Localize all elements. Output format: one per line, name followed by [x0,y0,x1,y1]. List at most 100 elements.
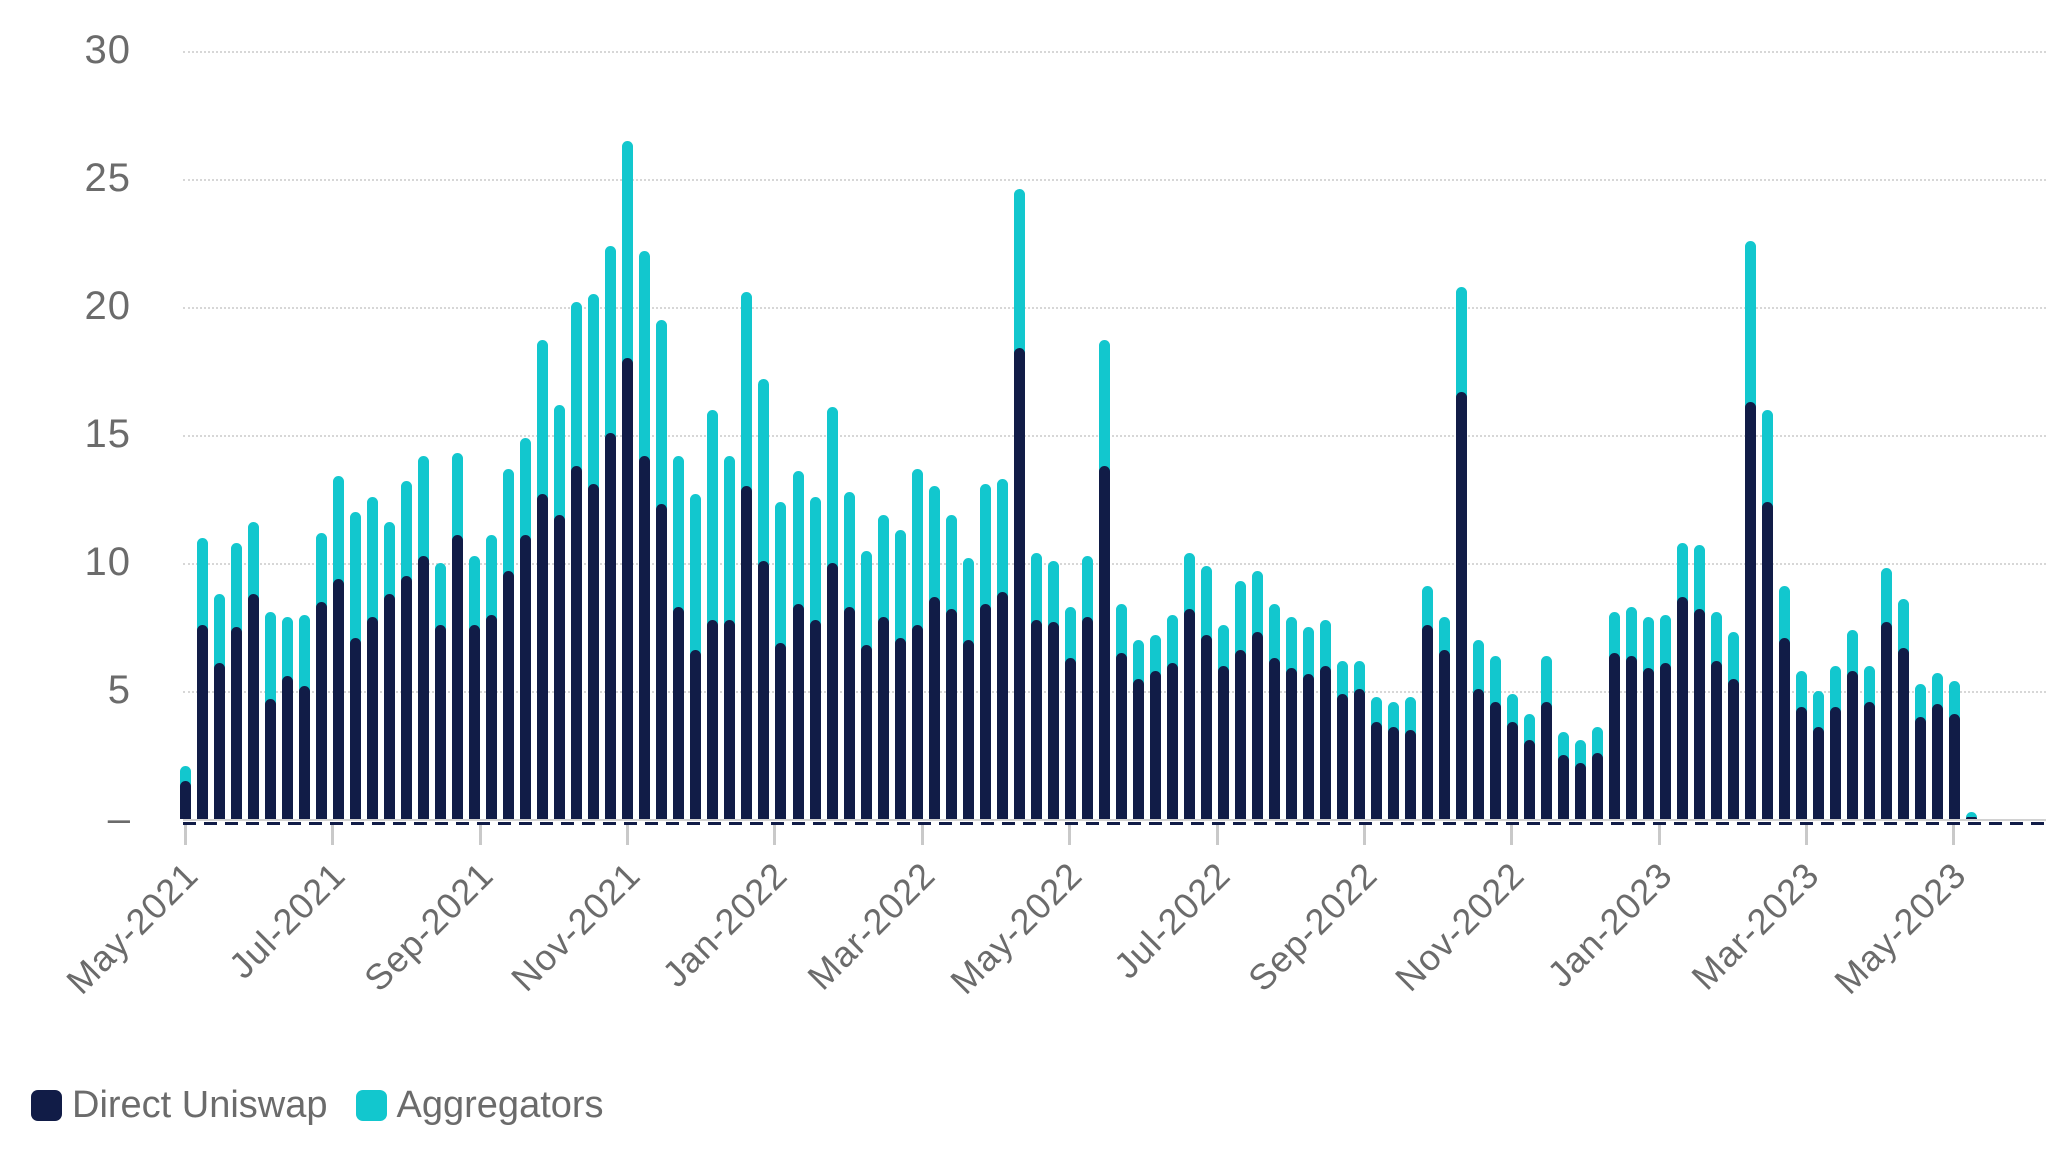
bar [197,537,208,820]
bar-direct-uniswap-segment [1660,663,1672,820]
x-tick [626,824,630,845]
bar [1081,555,1093,820]
bar-direct-uniswap-segment [1966,816,1978,820]
bar [1541,655,1553,820]
bar-direct-uniswap-segment [979,604,991,820]
x-tick [1510,824,1514,845]
legend-item-direct-uniswap: Direct Uniswap [31,1086,328,1124]
bar-direct-uniswap-segment [1643,668,1655,820]
legend: Direct Uniswap Aggregators [31,1086,604,1124]
bar [1285,617,1297,820]
bar-direct-uniswap-segment [1524,740,1536,820]
bar [469,555,481,820]
bar-direct-uniswap-segment [1200,635,1212,820]
gridline [183,51,2046,53]
bar [792,471,804,820]
x-tick [1362,824,1366,845]
bar-direct-uniswap-segment [809,619,821,820]
bar [826,407,838,820]
bar-direct-uniswap-segment [860,645,872,820]
bar-direct-uniswap-segment [690,650,702,820]
bar [1217,624,1229,820]
bar [1166,614,1178,820]
bar-direct-uniswap-segment [469,624,481,820]
bar [401,481,413,820]
bar-direct-uniswap-segment [1881,622,1893,820]
bar-direct-uniswap-segment [673,606,685,820]
bar [724,455,736,820]
bar [639,250,651,820]
bar-direct-uniswap-segment [1439,650,1451,820]
x-tick-label: May-2022 [942,853,1091,1002]
bar [1047,560,1059,820]
x-tick-label: Sep-2022 [1239,853,1385,999]
bar-direct-uniswap-segment [1387,727,1399,820]
bar-direct-uniswap-segment [928,596,940,820]
bar-direct-uniswap-segment [996,591,1008,820]
bar [435,563,447,820]
bar-direct-uniswap-segment [1932,704,1944,820]
bar [1353,660,1365,820]
bar-direct-uniswap-segment [1490,701,1502,820]
bar-direct-uniswap-segment [503,571,515,820]
bar [1456,286,1468,820]
y-tick-label: 30 [84,28,131,72]
x-tick [184,824,187,845]
bar [996,478,1008,820]
bar-direct-uniswap-segment [1234,650,1246,820]
y-tick-label: 20 [84,284,131,329]
x-tick [773,824,777,845]
bar [1881,568,1893,820]
bar [1643,617,1655,820]
bar-direct-uniswap-segment [826,563,838,820]
y-tick-label: 5 [107,668,131,713]
bar-direct-uniswap-segment [1762,501,1774,820]
bar [1575,740,1587,820]
x-tick [1068,824,1072,845]
bar-direct-uniswap-segment [1728,678,1740,820]
bar-direct-uniswap-segment [265,699,277,820]
bar [809,496,821,820]
bar [1830,665,1842,820]
gridline [183,691,2046,694]
bar-direct-uniswap-segment [418,555,430,820]
bar-direct-uniswap-segment [622,358,634,820]
legend-label: Direct Uniswap [72,1084,328,1126]
y-tick-label: 15 [84,412,131,457]
x-tick [920,824,924,845]
bar [367,496,379,820]
x-tick [1657,824,1661,845]
legend-label: Aggregators [396,1084,604,1126]
x-tick-label: Nov-2022 [1387,853,1533,999]
bar-direct-uniswap-segment [520,535,532,820]
bar [1098,340,1110,820]
bar [554,404,566,820]
bar [316,532,328,820]
x-tick [331,824,335,845]
bar-direct-uniswap-segment [1319,665,1331,820]
bar [1728,632,1740,820]
bar [1660,614,1672,820]
bar-direct-uniswap-segment [1217,665,1229,820]
bar-direct-uniswap-segment [1473,688,1485,820]
bar-direct-uniswap-segment [775,642,787,820]
bar-direct-uniswap-segment [1813,727,1825,820]
bar-direct-uniswap-segment [1149,670,1161,820]
bar-direct-uniswap-segment [1422,624,1434,820]
x-tick [1215,824,1219,845]
bar-direct-uniswap-segment [316,601,328,820]
bar [180,765,191,820]
bar-direct-uniswap-segment [792,604,804,820]
bar [1558,732,1570,820]
y-tick-label: – [107,796,131,841]
bar [333,476,345,820]
bar [265,612,277,820]
bar [1422,586,1434,820]
bar-direct-uniswap-segment [1456,391,1468,820]
x-axis-line [183,818,2046,821]
bar [384,522,396,820]
bar [537,340,549,820]
bar [1149,635,1161,820]
bar [486,535,498,820]
